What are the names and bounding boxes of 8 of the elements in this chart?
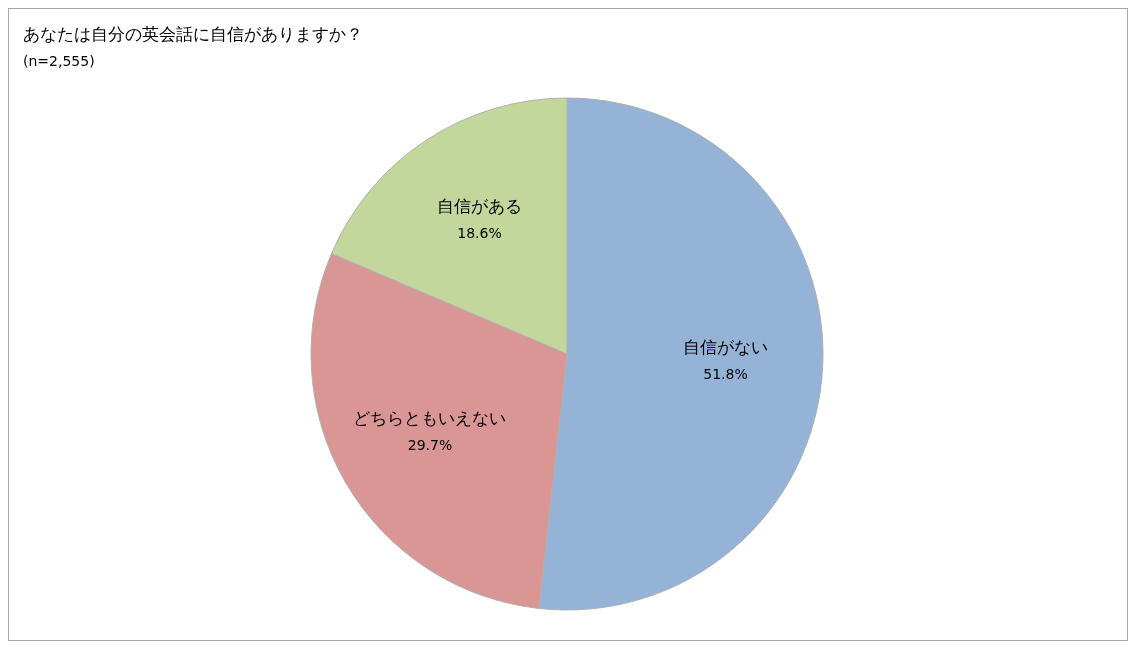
chart-title: あなたは自分の英会話に自信がありますか？: [23, 23, 363, 46]
data-label: 29.7%: [407, 437, 453, 454]
slice-label: 自信がない: [682, 336, 768, 357]
data-label: 51.8%: [703, 365, 748, 382]
slice-label: 自信がある: [437, 195, 523, 216]
slice-label: どちらともいえない: [353, 408, 507, 429]
data-label: 18.6%: [457, 224, 502, 241]
text: (n=2,555): [23, 53, 95, 69]
